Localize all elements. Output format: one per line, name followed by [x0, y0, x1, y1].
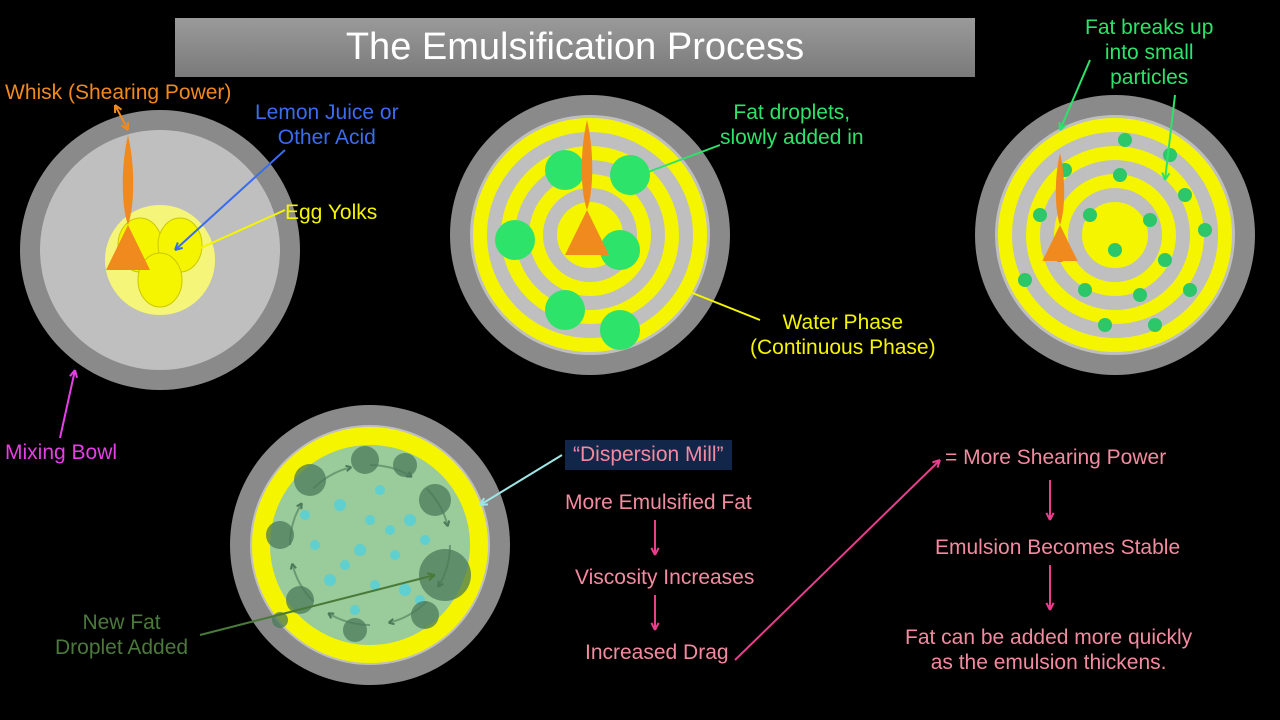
label-water_phase: Water Phase(Continuous Phase) — [750, 310, 936, 360]
label-quickly: Fat can be added more quicklyas the emul… — [905, 625, 1192, 675]
title-text: The Emulsification Process — [346, 26, 804, 68]
label-acid: Lemon Juice orOther Acid — [255, 100, 399, 150]
label-shearing: = More Shearing Power — [945, 445, 1166, 470]
label-drag: Increased Drag — [585, 640, 729, 665]
label-fat_drops: Fat droplets,slowly added in — [720, 100, 864, 150]
label-dispersion: “Dispersion Mill” — [565, 440, 732, 470]
label-mixing_bowl: Mixing Bowl — [5, 440, 117, 465]
label-yolks: Egg Yolks — [285, 200, 377, 225]
label-more_emul: More Emulsified Fat — [565, 490, 752, 515]
title-bar: The Emulsification Process — [175, 18, 975, 77]
label-viscosity: Viscosity Increases — [575, 565, 754, 590]
label-new_fat: New FatDroplet Added — [55, 610, 188, 660]
diagram-svg — [0, 0, 1280, 720]
label-stable: Emulsion Becomes Stable — [935, 535, 1180, 560]
label-fat_breaks: Fat breaks upinto smallparticles — [1085, 15, 1213, 91]
label-whisk: Whisk (Shearing Power) — [5, 80, 231, 105]
